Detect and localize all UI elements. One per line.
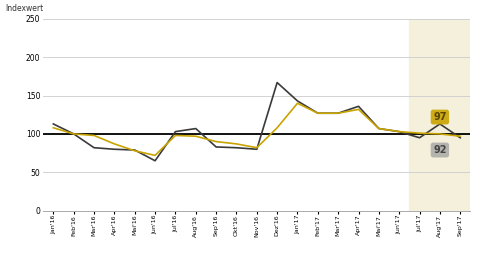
Text: Indexwert: Indexwert bbox=[5, 4, 43, 13]
Bar bbox=[409, 19, 470, 211]
Text: 92: 92 bbox=[433, 145, 446, 155]
Text: 97: 97 bbox=[433, 112, 446, 122]
